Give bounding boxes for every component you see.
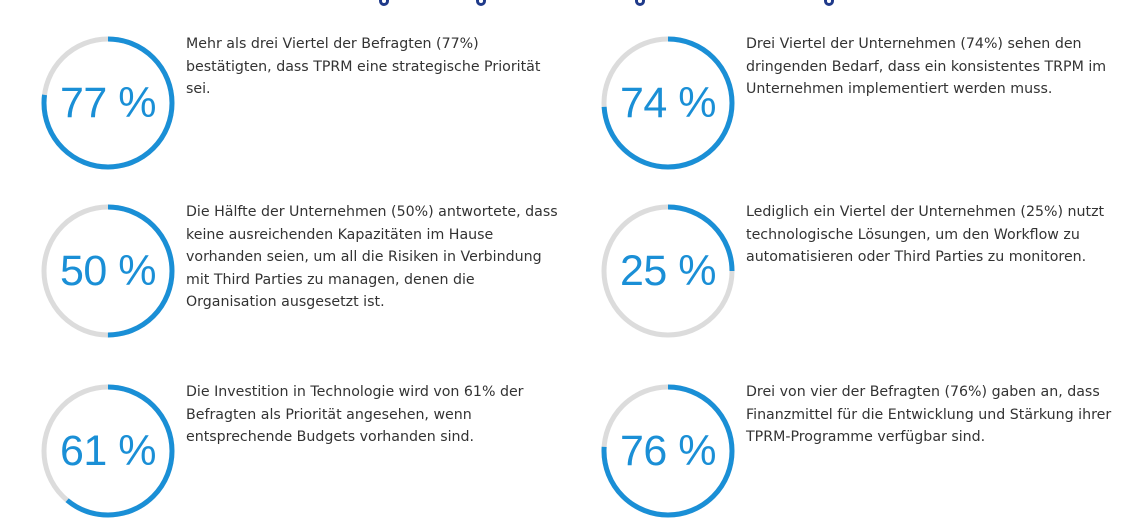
stat-value: 74 % — [619, 78, 717, 127]
heading-descender — [824, 0, 836, 6]
stat-value: 76 % — [619, 426, 717, 475]
stat-value: 50 % — [59, 246, 157, 295]
ring-progress — [41, 204, 175, 338]
heading-descender — [379, 0, 391, 6]
heading-descender — [635, 0, 647, 6]
stat-value: 61 % — [59, 426, 157, 475]
progress-ring: 61 % — [38, 381, 178, 521]
progress-ring: 74 % — [598, 33, 738, 173]
stat-item: 77 % Mehr als drei Viertel der Befragten… — [38, 33, 598, 183]
stat-value: 77 % — [59, 78, 157, 127]
stat-description: Lediglich ein Viertel der Unternehmen (2… — [746, 204, 1105, 265]
stat-description: Die Hälfte der Unternehmen (50%) antwort… — [186, 204, 558, 310]
ring-progress — [601, 384, 735, 518]
progress-ring: 76 % — [598, 381, 738, 521]
stat-description: Die Investition in Technologie wird von … — [186, 384, 524, 445]
ring-progress — [41, 36, 175, 170]
heading-descender — [476, 0, 488, 6]
ring-progress — [41, 384, 175, 518]
progress-ring: 25 % — [598, 201, 738, 341]
stat-description: Mehr als drei Viertel der Befragten (77%… — [186, 36, 541, 97]
page-heading-cropped — [0, 0, 1139, 6]
stat-value: 25 % — [619, 246, 717, 295]
ring-progress — [601, 204, 735, 338]
ring-progress — [601, 36, 735, 170]
progress-ring: 50 % — [38, 201, 178, 341]
stat-item: 25 % Lediglich ein Viertel der Unternehm… — [598, 201, 1139, 351]
stat-item: 50 % Die Hälfte der Unternehmen (50%) an… — [38, 201, 598, 351]
stat-description: Drei Viertel der Unternehmen (74%) sehen… — [746, 36, 1107, 97]
stat-item: 61 % Die Investition in Technologie wird… — [38, 381, 598, 531]
progress-ring: 77 % — [38, 33, 178, 173]
stat-description: Drei von vier der Befragten (76%) gaben … — [746, 384, 1112, 445]
stat-item: 74 % Drei Viertel der Unternehmen (74%) … — [598, 33, 1139, 183]
stat-item: 76 % Drei von vier der Befragten (76%) g… — [598, 381, 1139, 531]
